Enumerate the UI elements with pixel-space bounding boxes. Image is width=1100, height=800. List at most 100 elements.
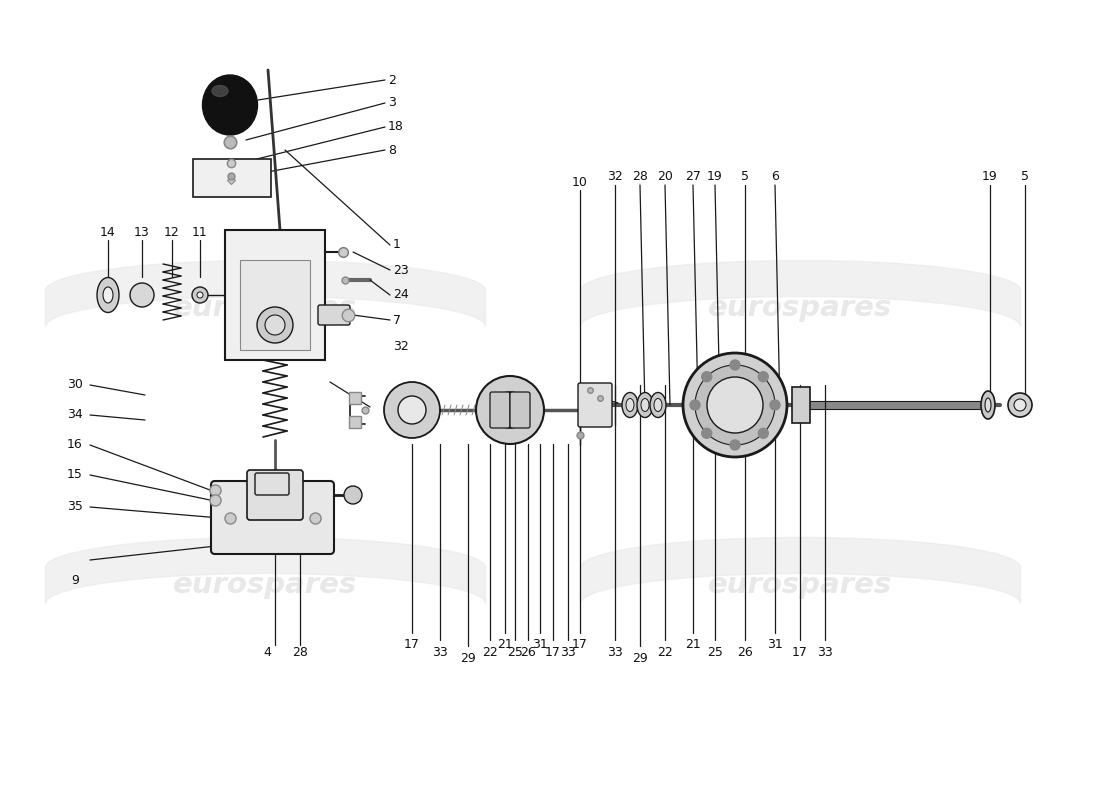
Text: 10: 10 <box>572 175 587 189</box>
Circle shape <box>344 486 362 504</box>
Text: eurospares: eurospares <box>708 571 892 599</box>
Circle shape <box>730 360 740 370</box>
Circle shape <box>695 365 776 445</box>
Circle shape <box>265 315 285 335</box>
Text: 12: 12 <box>164 226 180 239</box>
Text: 4: 4 <box>263 646 271 658</box>
Circle shape <box>758 428 768 438</box>
Text: eurospares: eurospares <box>173 571 358 599</box>
Ellipse shape <box>637 393 653 418</box>
Circle shape <box>707 377 763 433</box>
Text: 5: 5 <box>741 170 749 183</box>
Text: 17: 17 <box>404 638 420 651</box>
FancyBboxPatch shape <box>248 470 302 520</box>
Circle shape <box>1014 399 1026 411</box>
Circle shape <box>197 292 204 298</box>
Ellipse shape <box>641 398 649 411</box>
FancyBboxPatch shape <box>255 473 289 495</box>
Ellipse shape <box>650 393 666 418</box>
Text: 16: 16 <box>67 438 82 451</box>
Text: 35: 35 <box>67 501 82 514</box>
Text: 28: 28 <box>632 170 648 183</box>
Text: 17: 17 <box>546 646 561 658</box>
Ellipse shape <box>654 398 662 411</box>
Text: 5: 5 <box>1021 170 1028 183</box>
Circle shape <box>730 440 740 450</box>
Text: 27: 27 <box>685 170 701 183</box>
Text: 31: 31 <box>532 638 548 651</box>
Text: 1: 1 <box>393 238 400 251</box>
Text: 30: 30 <box>67 378 82 391</box>
Text: 19: 19 <box>707 170 723 183</box>
FancyBboxPatch shape <box>240 260 310 350</box>
Text: 32: 32 <box>607 170 623 183</box>
Text: eurospares: eurospares <box>173 294 358 322</box>
Text: 33: 33 <box>560 646 576 658</box>
Text: 33: 33 <box>432 646 448 658</box>
Text: 18: 18 <box>388 121 404 134</box>
Text: 20: 20 <box>657 170 673 183</box>
Text: 33: 33 <box>817 646 833 658</box>
Circle shape <box>702 428 712 438</box>
Text: 19: 19 <box>982 170 998 183</box>
Ellipse shape <box>103 287 113 303</box>
Text: 34: 34 <box>67 409 82 422</box>
FancyBboxPatch shape <box>211 481 334 554</box>
Text: 11: 11 <box>192 226 208 239</box>
Ellipse shape <box>984 398 991 412</box>
Text: 25: 25 <box>507 646 522 658</box>
Text: 14: 14 <box>100 226 116 239</box>
Text: 6: 6 <box>771 170 779 183</box>
Text: 24: 24 <box>393 289 409 302</box>
Text: 8: 8 <box>388 143 396 157</box>
Circle shape <box>770 400 780 410</box>
FancyBboxPatch shape <box>490 392 510 428</box>
Text: 32: 32 <box>393 341 409 354</box>
Text: 26: 26 <box>737 646 752 658</box>
Text: 21: 21 <box>497 638 513 651</box>
Circle shape <box>702 372 712 382</box>
Circle shape <box>683 353 786 457</box>
Text: 29: 29 <box>460 651 476 665</box>
FancyBboxPatch shape <box>318 305 350 325</box>
Circle shape <box>130 283 154 307</box>
Text: 29: 29 <box>632 651 648 665</box>
Text: 7: 7 <box>393 314 402 326</box>
Circle shape <box>758 372 768 382</box>
Ellipse shape <box>202 75 257 135</box>
Circle shape <box>257 307 293 343</box>
Circle shape <box>192 287 208 303</box>
Ellipse shape <box>621 393 638 418</box>
Circle shape <box>690 400 700 410</box>
Circle shape <box>492 392 528 428</box>
Ellipse shape <box>97 278 119 313</box>
Text: 3: 3 <box>388 97 396 110</box>
Text: 28: 28 <box>293 646 308 658</box>
Text: 15: 15 <box>67 469 82 482</box>
FancyBboxPatch shape <box>192 159 271 197</box>
FancyBboxPatch shape <box>578 383 612 427</box>
Text: 31: 31 <box>767 638 783 651</box>
Text: 26: 26 <box>520 646 536 658</box>
FancyBboxPatch shape <box>510 392 530 428</box>
Text: 21: 21 <box>685 638 701 651</box>
Text: 13: 13 <box>134 226 150 239</box>
FancyBboxPatch shape <box>226 230 324 360</box>
Ellipse shape <box>626 398 634 411</box>
Ellipse shape <box>212 86 228 97</box>
Text: 22: 22 <box>657 646 673 658</box>
Text: 9: 9 <box>72 574 79 586</box>
Text: 33: 33 <box>607 646 623 658</box>
Circle shape <box>384 382 440 438</box>
Text: eurospares: eurospares <box>708 294 892 322</box>
FancyBboxPatch shape <box>792 387 810 423</box>
Circle shape <box>1008 393 1032 417</box>
Text: 23: 23 <box>393 263 409 277</box>
Text: 17: 17 <box>572 638 587 651</box>
Circle shape <box>476 376 544 444</box>
Text: 25: 25 <box>707 646 723 658</box>
Ellipse shape <box>981 391 996 419</box>
Text: 22: 22 <box>482 646 498 658</box>
Circle shape <box>398 396 426 424</box>
Text: 2: 2 <box>388 74 396 86</box>
